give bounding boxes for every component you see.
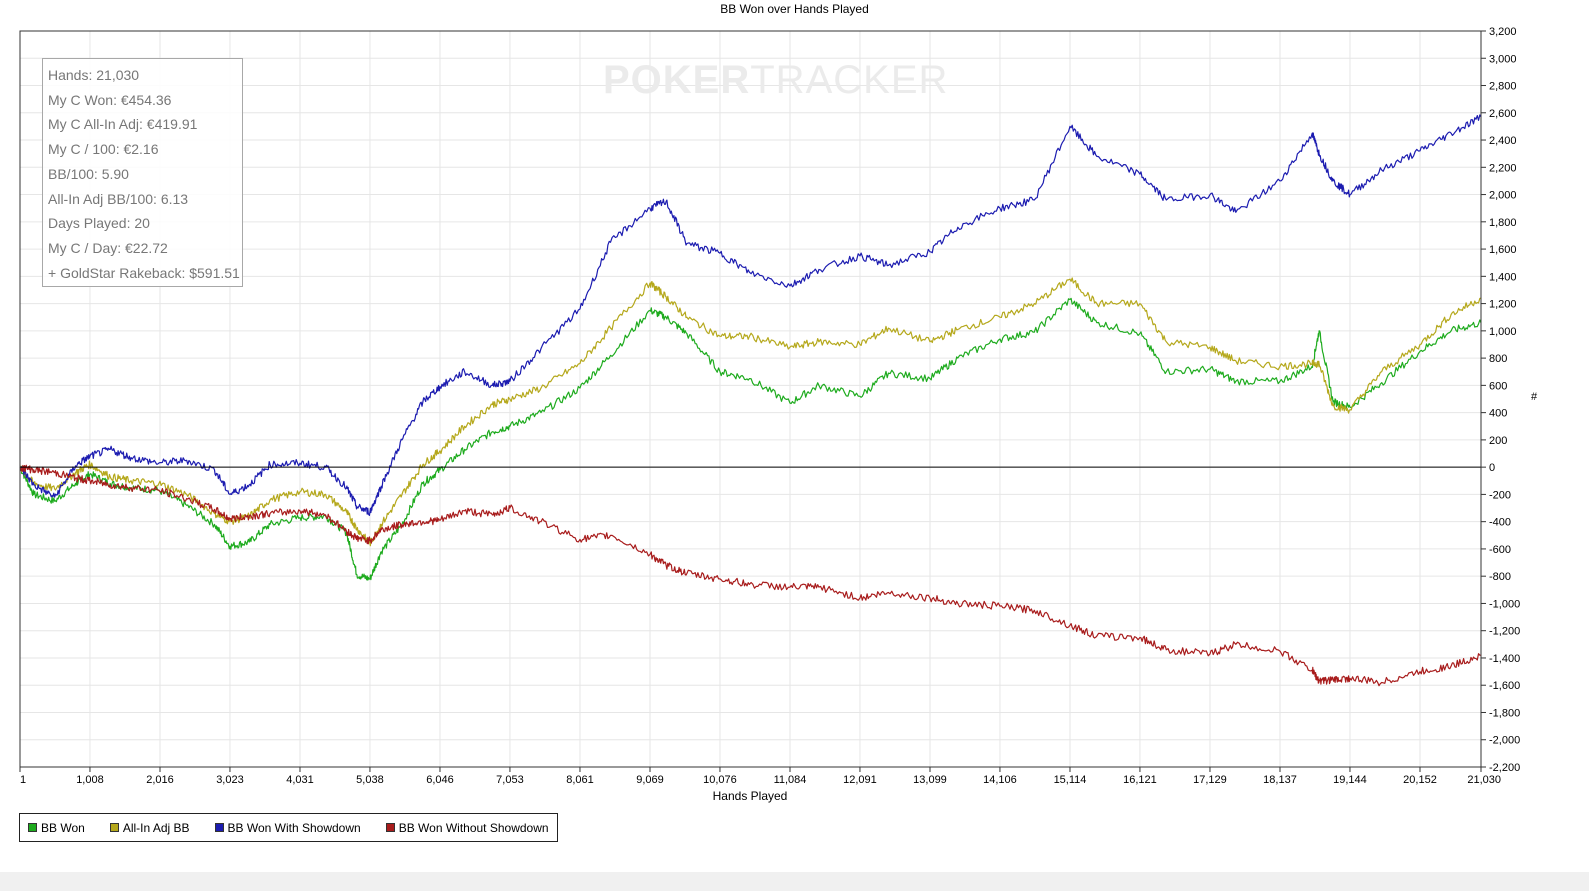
series-line-3	[19, 464, 1481, 687]
stat-my-c-won: My C Won: €454.36	[48, 91, 172, 108]
stat-days-played: Days Played: 20	[48, 215, 150, 232]
x-tick-label: 16,121	[1123, 774, 1157, 786]
footer-band	[0, 872, 1589, 891]
x-tick-label: 3,023	[216, 774, 244, 786]
y-tick-label: -1,400	[1489, 653, 1520, 665]
x-tick-label: 1	[20, 774, 26, 786]
chart-title: BB Won over Hands Played	[720, 2, 869, 16]
x-tick-label: 11,084	[774, 774, 807, 786]
x-tick-label: 14,106	[983, 774, 1017, 786]
y-tick-label: -800	[1489, 571, 1511, 583]
x-tick-label: 10,076	[703, 774, 737, 786]
y-tick-label: -1,200	[1489, 626, 1520, 638]
y-tick-label: 0	[1489, 462, 1495, 474]
stats-summary-box: Hands: 21,030 My C Won: €454.36 My C All…	[42, 58, 243, 287]
legend-swatch-bb-won	[28, 823, 37, 832]
y-tick-label: 400	[1489, 408, 1507, 420]
x-tick-label: 13,099	[913, 774, 947, 786]
x-tick-label: 7,053	[496, 774, 524, 786]
legend-swatch-bb-won-with-showdown	[214, 823, 224, 832]
x-tick-label: 20,152	[1403, 774, 1437, 786]
y-tick-label: -600	[1489, 544, 1511, 556]
x-tick-label: 15,114	[1054, 774, 1087, 786]
legend-item-bb-won-with-showdown[interactable]: BB Won With Showdown	[214, 820, 361, 835]
y-tick-label: -1,000	[1489, 598, 1520, 610]
stat-hands: Hands: 21,030	[48, 67, 140, 83]
chart-legend: BB Won All-In Adj BB BB Won With Showdow…	[19, 813, 558, 842]
y-axis-unit-label: #	[1531, 391, 1538, 403]
x-tick-label: 12,091	[843, 774, 877, 786]
y-tick-label: -1,800	[1489, 707, 1520, 719]
y-tick-label: 200	[1489, 435, 1507, 447]
y-tick-label: 1,200	[1489, 299, 1517, 311]
y-tick-label: 2,200	[1489, 162, 1517, 174]
stat-all-in-bb-100: All-In Adj BB/100: 6.13	[48, 190, 189, 207]
series-line-0	[19, 297, 1482, 581]
x-tick-label: 2,016	[146, 774, 174, 786]
legend-item-all-in-adj-bb[interactable]: All-In Adj BB	[109, 820, 190, 835]
y-tick-label: -400	[1489, 517, 1511, 529]
series-line-1	[19, 277, 1482, 547]
x-axis-label: Hands Played	[712, 789, 788, 803]
legend-label-bb-won-without-showdown: BB Won Without Showdown	[398, 820, 549, 835]
y-tick-label: 800	[1489, 353, 1507, 365]
y-tick-label: 600	[1489, 380, 1507, 392]
stat-bb-100: BB/100: 5.90	[48, 165, 129, 182]
y-tick-label: -200	[1489, 489, 1511, 501]
y-tick-label: 2,000	[1489, 190, 1517, 202]
x-tick-label: 5,038	[356, 774, 384, 786]
stat-per-day: My C / Day: €22.72	[48, 239, 168, 256]
x-tick-label: 17,129	[1193, 774, 1227, 786]
y-tick-label: 1,800	[1489, 217, 1517, 229]
x-tick-label: 21,030	[1467, 774, 1501, 786]
series-line-2	[19, 114, 1482, 517]
legend-label-bb-won-with-showdown: BB Won With Showdown	[227, 820, 361, 835]
y-tick-label: -2,000	[1489, 735, 1520, 747]
y-tick-label: -2,200	[1489, 762, 1520, 774]
x-tick-label: 18,137	[1263, 774, 1297, 786]
y-tick-label: 1,400	[1489, 271, 1517, 283]
y-tick-label: -1,600	[1489, 680, 1520, 692]
y-tick-label: 3,200	[1489, 26, 1517, 38]
x-tick-label: 19,144	[1333, 774, 1367, 786]
legend-item-bb-won[interactable]: BB Won	[28, 821, 85, 835]
series-layer	[19, 114, 1482, 687]
y-tick-label: 1,000	[1489, 326, 1517, 338]
legend-swatch-bb-won-without-showdown	[385, 823, 395, 832]
y-tick-label: 2,600	[1489, 108, 1517, 120]
x-tick-label: 4,031	[286, 774, 314, 786]
plot-frame	[19, 30, 1482, 768]
axis-layer: 3,200 3,000 2,800 2,600 2,400 2,200 2,000 1,800…	[19, 26, 1520, 786]
grid-layer	[19, 30, 1482, 768]
y-tick-label: 2,800	[1489, 81, 1517, 93]
y-tick-label: 1,600	[1489, 244, 1517, 256]
legend-label-all-in-adj-bb: All-In Adj BB	[122, 820, 190, 835]
stat-all-in-adj: My C All-In Adj: €419.91	[48, 116, 198, 133]
y-tick-label: 2,400	[1489, 135, 1517, 147]
y-tick-label: 3,000	[1489, 53, 1517, 65]
stat-per-100: My C / 100: €2.16	[48, 141, 159, 158]
x-tick-label: 8,061	[566, 774, 594, 786]
legend-item-bb-won-without-showdown[interactable]: BB Won Without Showdown	[385, 820, 549, 835]
legend-swatch-all-in-adj-bb	[109, 823, 119, 832]
legend-label-bb-won: BB Won	[41, 820, 85, 835]
pokertracker-watermark-logo: POKERTRACKER	[603, 58, 949, 102]
x-tick-label: 9,069	[636, 774, 664, 786]
x-tick-label: 1,008	[76, 774, 104, 786]
stat-rakeback: + GoldStar Rakeback: $591.51	[48, 264, 240, 281]
x-tick-label: 6,046	[426, 774, 454, 786]
